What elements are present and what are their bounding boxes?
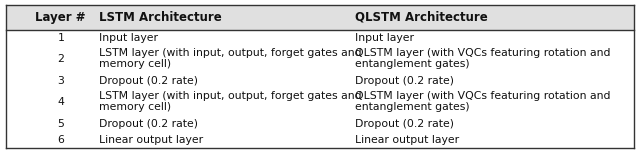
Text: 4: 4	[58, 98, 64, 108]
Text: entanglement gates): entanglement gates)	[355, 59, 470, 69]
Text: QLSTM Architecture: QLSTM Architecture	[355, 11, 488, 24]
Text: LSTM layer (with input, output, forget gates and: LSTM layer (with input, output, forget g…	[99, 48, 362, 58]
Text: Dropout (0.2 rate): Dropout (0.2 rate)	[99, 119, 198, 129]
Text: memory cell): memory cell)	[99, 59, 172, 69]
Text: 6: 6	[58, 135, 64, 145]
Text: LSTM Architecture: LSTM Architecture	[99, 11, 222, 24]
Bar	[6, 5, 634, 30]
Text: Input layer: Input layer	[355, 33, 414, 43]
Text: Dropout (0.2 rate): Dropout (0.2 rate)	[99, 76, 198, 86]
Text: memory cell): memory cell)	[99, 102, 172, 112]
Text: entanglement gates): entanglement gates)	[355, 102, 470, 112]
Text: 2: 2	[58, 54, 64, 64]
Text: Input layer: Input layer	[99, 33, 158, 43]
Text: Dropout (0.2 rate): Dropout (0.2 rate)	[355, 119, 454, 129]
Text: QLSTM layer (with VQCs featuring rotation and: QLSTM layer (with VQCs featuring rotatio…	[355, 48, 611, 58]
Text: QLSTM layer (with VQCs featuring rotation and: QLSTM layer (with VQCs featuring rotatio…	[355, 92, 611, 101]
Text: Linear output layer: Linear output layer	[355, 135, 460, 145]
Text: Dropout (0.2 rate): Dropout (0.2 rate)	[355, 76, 454, 86]
Text: Linear output layer: Linear output layer	[99, 135, 204, 145]
Text: 1: 1	[58, 33, 64, 43]
Text: 5: 5	[58, 119, 64, 129]
Text: 3: 3	[58, 76, 64, 86]
Text: LSTM layer (with input, output, forget gates and: LSTM layer (with input, output, forget g…	[99, 92, 362, 101]
Text: Layer #: Layer #	[35, 11, 86, 24]
